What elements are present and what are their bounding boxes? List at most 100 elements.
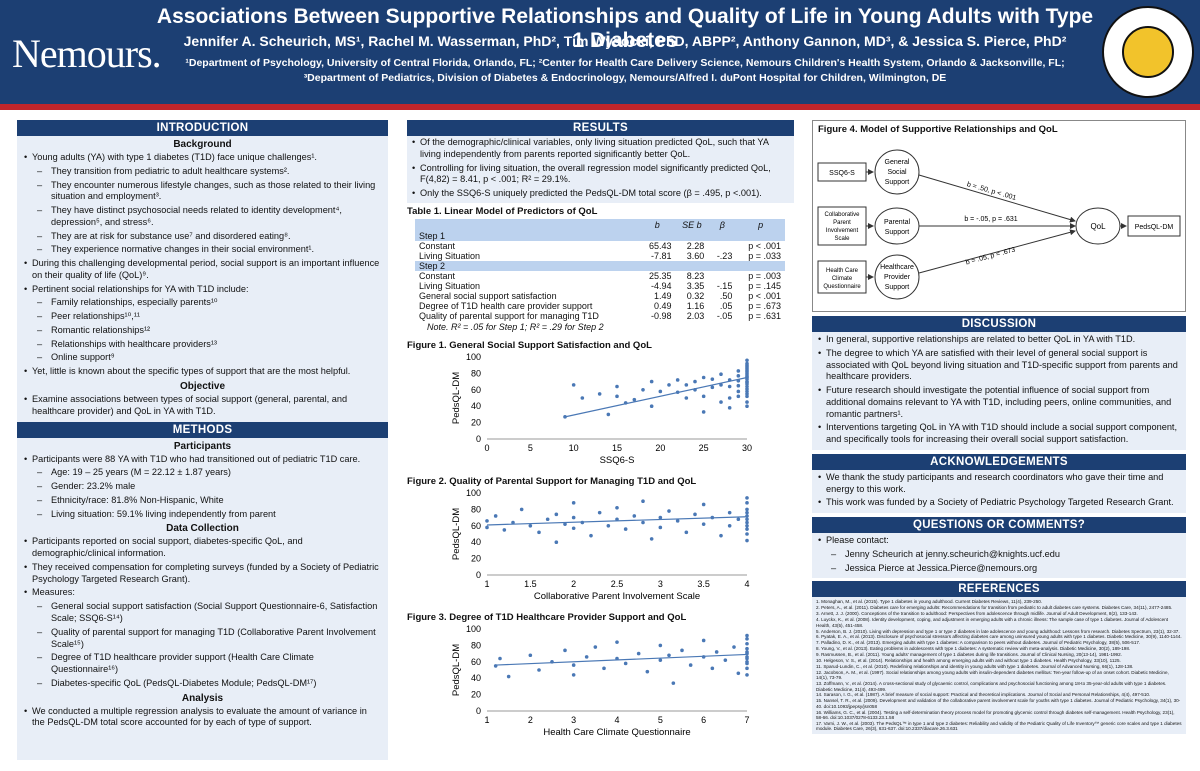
scatter-point xyxy=(745,523,749,528)
scatter-point xyxy=(745,538,749,543)
scatter-point xyxy=(745,532,749,536)
scatter-point xyxy=(502,527,507,532)
x-tick-label: 6 xyxy=(701,715,706,725)
background-heading: Background xyxy=(173,139,232,150)
general-support-node xyxy=(874,149,920,195)
scatter-point xyxy=(701,522,706,526)
scatter-point xyxy=(580,396,585,400)
scatter-point xyxy=(745,404,749,408)
y-tick-label: 100 xyxy=(466,624,481,634)
scatter-point xyxy=(745,527,749,531)
figure-3-title: Figure 3. Degree of T1D Healthcare Provi… xyxy=(407,611,687,623)
poster-title: Associations Between Supportive Relation… xyxy=(156,5,1094,52)
table-cell: 3.60 xyxy=(686,250,705,261)
scatter-point xyxy=(745,520,749,525)
scatter-point xyxy=(589,533,593,538)
analysis-list: We conducted a multiple regression analy… xyxy=(17,706,388,730)
hccq-label: Health Care Climate Questionnaire xyxy=(823,268,861,290)
ucf-seal-logo xyxy=(1102,6,1194,98)
scatter-point xyxy=(714,649,719,654)
methods-heading: METHODS xyxy=(17,421,388,438)
scatter-point xyxy=(658,525,663,530)
scatter-point xyxy=(641,499,645,503)
objective-heading: Objective xyxy=(179,381,226,393)
table-row: General social support satisfaction 1.49 0… xyxy=(415,291,785,301)
table-cell: p < .001 xyxy=(748,290,781,301)
reference-item: 5. Anderson, B. J. (2010). Living with d… xyxy=(816,628,1180,634)
table-cell: -.05 xyxy=(716,310,733,321)
scatter-point xyxy=(554,540,559,544)
introduction-item: During this challenging developmental pe… xyxy=(23,258,382,282)
y-tick-label: 60 xyxy=(471,385,481,395)
reference-item: 12. Jacobson, A. M., et al. (1997). Soci… xyxy=(816,669,1169,681)
scatter-point xyxy=(632,397,637,402)
scatter-point xyxy=(745,394,749,398)
discussion-item: Interventions targeting QoL in YA with T… xyxy=(817,422,1181,446)
y-tick-label: 0 xyxy=(476,570,481,580)
table-cell: p = .673 xyxy=(748,300,781,311)
discussion-item: The degree to which YA are satisfied wit… xyxy=(817,348,1181,383)
model-title: Figure 4. Model of Supportive Relationsh… xyxy=(818,124,1058,135)
results-list: Of the demographic/clinical variables, o… xyxy=(407,136,794,203)
questions-section: QUESTIONS OR COMMENTS? Please contact: J… xyxy=(812,517,1186,579)
provider-support-node xyxy=(874,254,920,300)
scatter-point xyxy=(710,666,715,670)
scatter-point xyxy=(641,387,645,392)
reference-item: 14. Sarason, I. G., et al. (1987). A bri… xyxy=(816,692,1151,698)
y-tick-label: 80 xyxy=(471,640,481,650)
table-cell: p = .145 xyxy=(748,280,781,291)
reference-item: 6. Pyatak, E. A., et al. (2013). Disclos… xyxy=(816,634,1182,640)
reference-item: 7. Palladino, D. K., et al. (2013). Emer… xyxy=(816,640,1141,646)
scatter-point xyxy=(727,396,732,400)
y-axis-label: PedsQL-DM xyxy=(451,372,462,424)
scatter-point xyxy=(745,387,749,391)
scatter-point xyxy=(615,384,619,389)
data-collection-item: Degree of T1D healthcare provider suppor… xyxy=(23,652,382,676)
scatter-point xyxy=(571,526,576,530)
scatter-point xyxy=(615,505,619,510)
y-tick-label: 0 xyxy=(476,434,481,444)
reference-item: 11. Sparud-Lundin, C., et al. (2010). Re… xyxy=(816,663,1134,669)
table-cell: Degree of T1D health care provider suppo… xyxy=(419,300,593,311)
table-cell: -7.81 xyxy=(650,250,672,261)
scatter-point xyxy=(736,517,741,521)
figure-1-chart: 0 20 40 60 80 100 0 5 10 15 20 25 30 SSQ6-S PedsQL-DM xyxy=(451,352,752,466)
table-header-cell: p xyxy=(736,218,785,231)
header-red-stripe xyxy=(0,104,1200,110)
scatter-point xyxy=(511,520,515,525)
x-tick-label: 4 xyxy=(744,579,749,589)
table-row: Constant 65.43 2.28 p < .001 xyxy=(415,241,785,251)
x-tick-label: 3 xyxy=(571,715,576,725)
y-tick-label: 60 xyxy=(471,657,481,667)
scatter-point xyxy=(745,649,749,654)
objective-list: Examine associations between types of so… xyxy=(17,394,388,418)
scatter-point xyxy=(745,507,749,512)
introduction-item: Relationships with healthcare providers¹… xyxy=(23,339,382,351)
scatter-point xyxy=(745,654,749,659)
figure-2-title: Figure 2. Quality of Parental Support fo… xyxy=(407,475,697,487)
x-tick-label: 7 xyxy=(744,715,749,725)
y-tick-label: 80 xyxy=(471,504,481,514)
x-tick-label: 10 xyxy=(569,443,579,453)
scatter-point xyxy=(684,382,689,387)
y-tick-label: 20 xyxy=(471,417,481,427)
table-cell xyxy=(708,271,736,281)
scatter-point xyxy=(745,500,749,505)
scatter-point xyxy=(745,495,749,500)
scatter-point xyxy=(736,394,741,398)
acknowledgements-item: We thank the study participants and rese… xyxy=(817,472,1181,496)
table-cell: -.23 xyxy=(716,250,733,261)
introduction-item: Yet, little is known about the specific … xyxy=(23,366,382,378)
scatter-point xyxy=(693,512,697,516)
scatter-point xyxy=(519,507,524,512)
participants-item: Age: 19 – 25 years (M = 22.12 ± 1.87 yea… xyxy=(23,467,382,479)
table-cell: Living Situation xyxy=(419,280,481,291)
table-cell: 2.03 xyxy=(686,310,705,321)
figure-2-chart: 0 20 40 60 80 100 1 1.5 2 2.5 3 3.5 4 Collaborative P… xyxy=(451,488,750,602)
scatter-point xyxy=(727,523,732,528)
general-support-label: General Social Support xyxy=(885,159,910,186)
y-tick-label: 40 xyxy=(471,401,481,411)
introduction-item: Pertinent social relationships for YA wi… xyxy=(23,284,382,296)
path-3-label: b = .05, p = .673 xyxy=(965,247,1016,267)
